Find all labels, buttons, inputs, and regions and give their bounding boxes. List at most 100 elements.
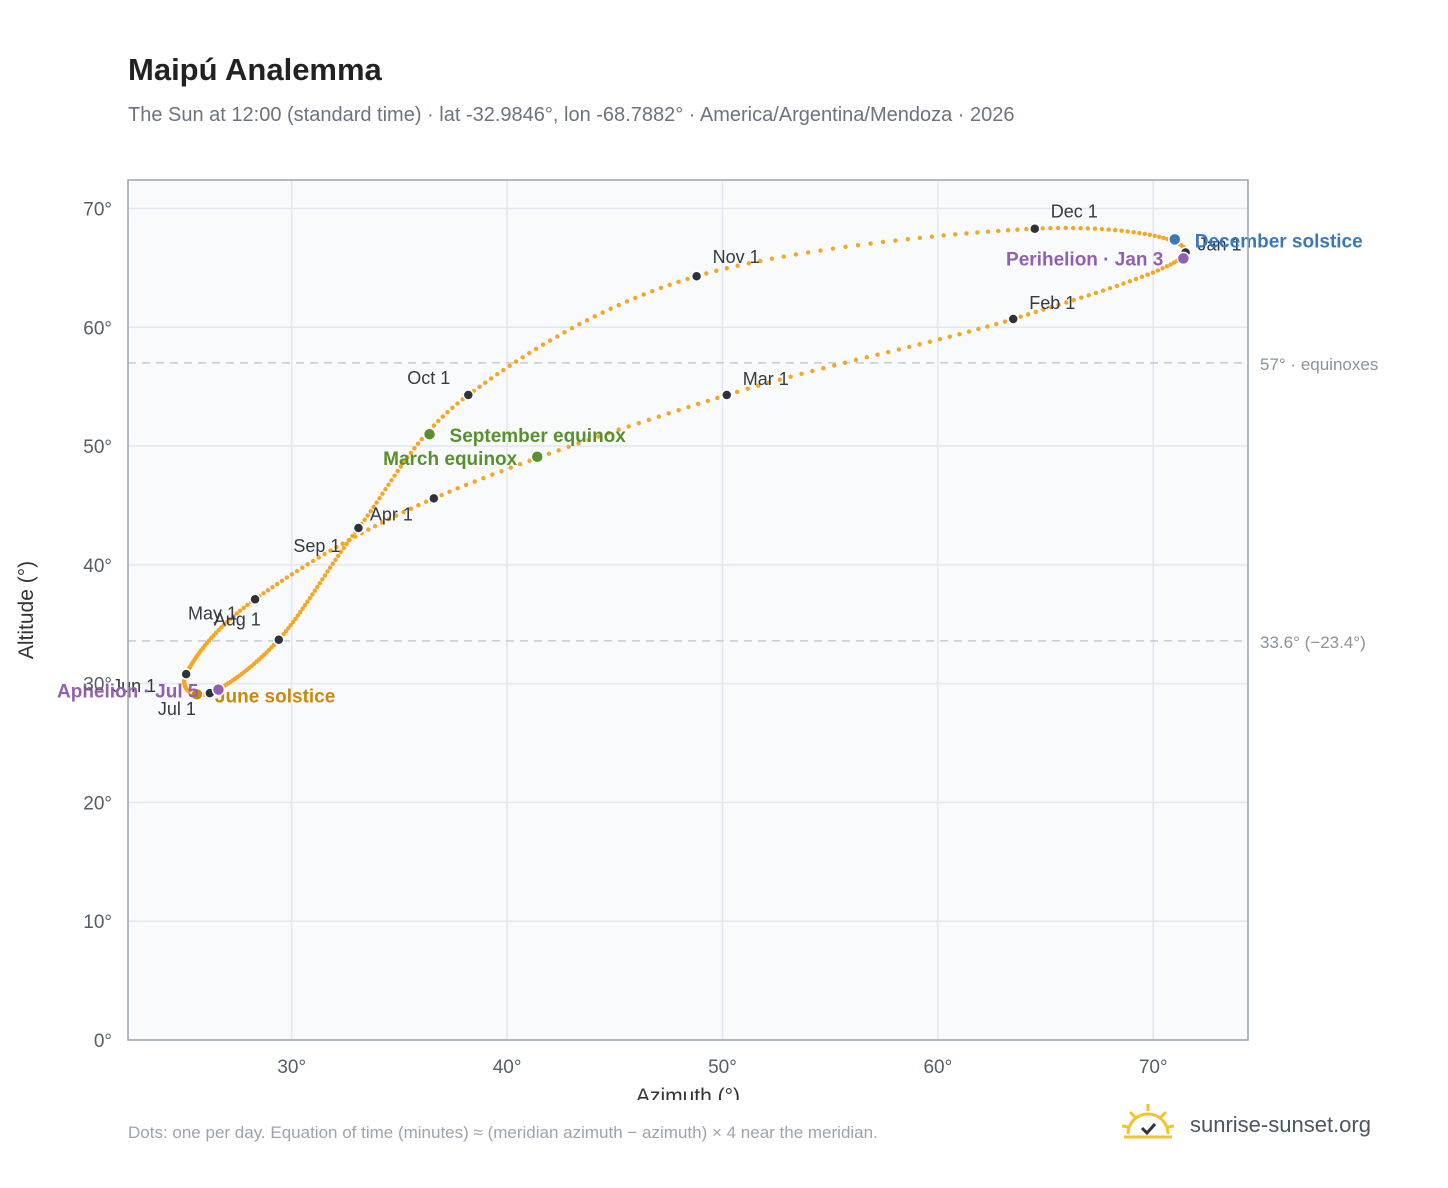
y-tick-label: 10° [83,912,112,933]
day-dot [298,609,303,615]
event-marker [422,427,437,441]
day-dot [295,613,301,618]
day-dot [1085,226,1091,231]
day-dot [985,229,991,234]
day-dot [886,349,891,355]
day-dot [805,250,811,255]
day-dot [241,605,246,611]
day-dot [1142,231,1147,237]
day-dot [219,625,224,630]
day-dot [555,334,560,339]
day-dot [868,241,873,246]
day-dot [843,244,848,250]
day-dot [415,441,421,446]
day-dot [676,279,681,285]
event-label: September equinox [450,426,627,447]
day-dot [288,623,293,628]
day-dot [864,355,869,360]
day-dot [1160,266,1165,271]
day-dot [616,427,621,432]
month-marker [352,522,365,534]
day-dot [463,482,469,488]
day-dot [1071,225,1076,231]
day-dot [1152,233,1157,239]
day-dot [527,350,532,356]
day-dot [1079,295,1084,300]
day-dot [1086,293,1091,298]
day-dot [408,506,414,511]
day-dot [608,306,613,311]
day-dot [389,478,394,483]
day-dot [927,339,933,344]
day-dot [386,482,391,487]
day-dot [600,310,605,315]
day-dot [234,611,239,616]
month-marker [690,270,703,282]
day-dot [392,473,397,478]
day-dot [447,489,452,494]
brand[interactable]: sunrise-sunset.org [1120,1100,1420,1150]
day-dot [455,486,460,491]
day-dot [596,434,601,439]
month-label: May 1 [188,603,237,623]
day-dot [322,573,328,578]
day-dot [445,409,450,415]
day-dot [374,500,379,505]
chart-subtitle: The Sun at 12:00 (standard time) · lat -… [128,104,1015,126]
day-dot [1025,312,1031,317]
day-dot [1040,226,1045,231]
reference-line-label: 33.6° (−23.4°) [1260,633,1366,652]
day-dot [1139,274,1145,280]
day-dot [507,363,512,369]
event-marker [1176,251,1191,266]
day-dot [769,256,775,261]
day-dot [508,465,513,470]
chart-title: Maipú Analemma [128,52,382,87]
day-dot [781,254,786,259]
day-dot [365,513,370,518]
day-dot [398,464,404,469]
day-dot [964,231,969,236]
day-dot [472,479,477,484]
day-dot [880,239,886,245]
day-dot [488,376,494,381]
day-dot [1119,228,1124,233]
day-dot [1147,232,1153,238]
day-dot [584,318,590,323]
day-dot [1033,309,1038,315]
day-dot [455,401,460,406]
day-dot [606,430,611,436]
y-tick-label: 0° [94,1031,112,1052]
day-dot [1005,228,1011,233]
day-dot [477,384,482,389]
month-label: Dec 1 [1051,202,1098,222]
day-dot [395,468,400,474]
day-dot [310,558,316,564]
day-dot [302,603,308,608]
day-dot [341,545,346,551]
month-marker [462,389,475,401]
day-dot [756,383,761,388]
day-dot [650,288,655,294]
event-label: June solstice [215,686,335,707]
day-dot [735,263,740,268]
day-dot [975,230,980,235]
day-dot [222,622,227,627]
day-dot [322,551,327,557]
day-dot [976,326,981,332]
day-dot [947,334,952,339]
day-dot [1056,302,1061,308]
day-dot [1048,225,1053,231]
day-dot [307,595,313,601]
day-dot [1107,286,1113,291]
brand-name[interactable]: sunrise-sunset.org [1190,1112,1371,1137]
day-dot [401,509,406,515]
month-label: Feb 1 [1029,293,1075,313]
day-dot [336,553,341,559]
day-dot [312,588,318,593]
day-dot [941,233,946,238]
day-dot [937,337,943,342]
day-dot [1150,270,1156,275]
day-dot [917,235,923,241]
day-dot [372,523,378,529]
